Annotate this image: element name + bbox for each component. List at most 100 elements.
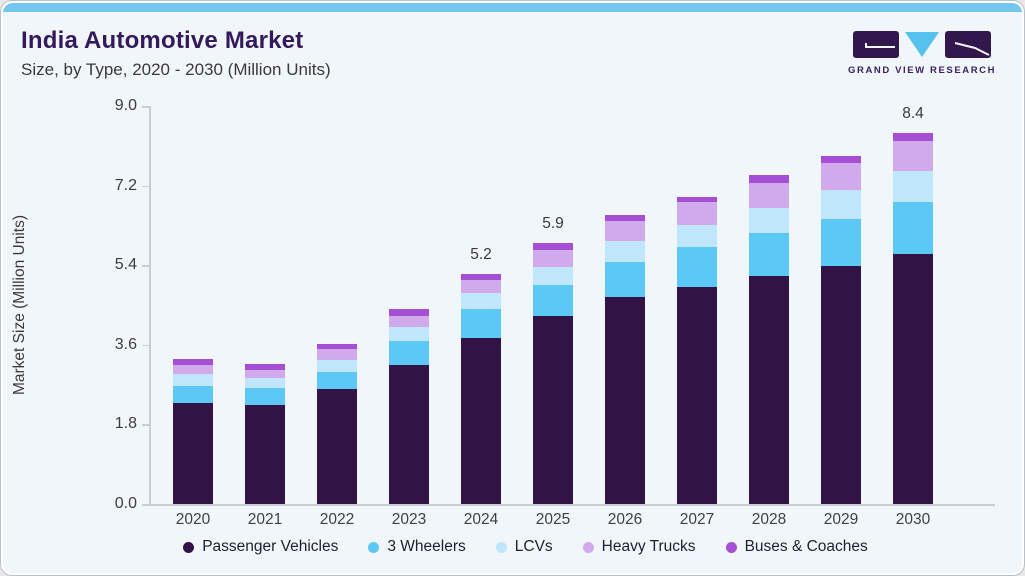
bar-segment	[389, 309, 429, 317]
bar-group-2024	[461, 274, 501, 504]
accent-topbar	[3, 3, 1022, 12]
logo-triangle-icon	[905, 32, 939, 57]
bar-segment	[893, 132, 933, 141]
bar-segment	[821, 163, 861, 191]
y-tick-mark	[142, 185, 150, 188]
x-tick-label: 2022	[319, 511, 355, 528]
x-tick-label: 2025	[535, 511, 571, 528]
legend-item: LCVs	[495, 538, 553, 556]
bar-segment	[677, 247, 717, 288]
legend-item: Buses & Coaches	[725, 538, 868, 556]
bar-segment	[893, 140, 933, 172]
y-tick-mark	[142, 106, 150, 108]
y-tick-label: 9.0	[114, 97, 137, 114]
bar-segment	[749, 275, 789, 504]
legend-swatch-icon	[368, 541, 380, 553]
bar-segment	[461, 274, 501, 281]
page-subtitle: Size, by Type, 2020 - 2030 (Million Unit…	[21, 60, 331, 79]
bar-segment	[677, 202, 717, 226]
legend-item: Passenger Vehicles	[183, 538, 338, 556]
legend-label: Buses & Coaches	[744, 538, 868, 555]
bar-segment	[749, 183, 789, 209]
bar-segment	[173, 365, 213, 375]
bar-segment	[821, 218, 861, 266]
legend-label: Passenger Vehicles	[202, 538, 339, 555]
bar-segment	[317, 349, 357, 360]
card-body: India Automotive Market Size, by Type, 2…	[3, 3, 1022, 573]
bar-segment	[245, 378, 285, 389]
bar-segment	[389, 365, 429, 504]
bar-segment	[893, 202, 933, 254]
legend-label: LCVs	[514, 538, 553, 555]
page-title: India Automotive Market	[21, 27, 304, 54]
bar-group-2025	[533, 243, 573, 504]
bar-segment	[317, 371, 357, 390]
bar-total-label: 8.4	[902, 104, 924, 122]
bar-segment	[893, 253, 933, 504]
bar-segment	[677, 225, 717, 248]
bar-segment	[461, 293, 501, 309]
x-tick-label: 2020	[175, 511, 211, 528]
stacked-bar-chart: Market Size (Million Units) 0.0 1.8 3.6 5.4…	[3, 3, 1022, 573]
bar-segment	[245, 364, 285, 370]
bar-segment	[389, 341, 429, 366]
y-tick-mark	[142, 504, 150, 506]
y-tick-label: 5.4	[114, 256, 137, 274]
legend-swatch-icon	[725, 541, 737, 553]
logo-r-block-icon	[945, 31, 991, 58]
logo-g-block-icon	[853, 31, 899, 58]
plot-area: 2020 2021 2022 2023 5.2 2024 5.9 2025 2026 2027 20…	[150, 104, 995, 528]
bar-segment	[605, 261, 645, 297]
legend-swatch-icon	[495, 541, 507, 553]
legend-item: Heavy Trucks	[582, 538, 696, 556]
bar-segment	[317, 343, 357, 350]
bar-total-label: 5.9	[542, 215, 564, 233]
bar-segment	[749, 233, 789, 276]
bar-segment	[677, 196, 717, 203]
y-tick-mark	[142, 424, 150, 426]
bar-segment	[245, 404, 285, 504]
bar-segment	[461, 338, 501, 504]
bar-segment	[605, 240, 645, 262]
bar-segment	[893, 171, 933, 203]
bar-segment	[533, 249, 573, 268]
bar-segment	[749, 208, 789, 234]
x-tick-label: 2026	[607, 511, 643, 528]
bar-segment	[821, 190, 861, 219]
x-tick-label: 2030	[895, 511, 931, 528]
y-axis-line	[149, 106, 151, 504]
bar-segment	[173, 358, 213, 366]
chart-legend: Passenger Vehicles 3 Wheelers LCVs Heavy Tr…	[43, 538, 1008, 556]
bar-segment	[317, 389, 357, 504]
bar-segment	[173, 403, 213, 504]
bar-group-2021	[245, 364, 285, 504]
y-tick-label: 0.0	[114, 495, 137, 512]
bar-segment	[605, 214, 645, 222]
bar-segment	[389, 316, 429, 327]
bar-segment	[533, 284, 573, 317]
legend-item: 3 Wheelers	[368, 538, 466, 556]
bar-group-2027	[677, 196, 717, 504]
x-tick-label: 2024	[463, 511, 499, 528]
bar-segment	[677, 287, 717, 504]
bar-segment	[749, 175, 789, 184]
bar-segment	[173, 385, 213, 404]
y-tick-label: 7.2	[114, 176, 137, 194]
bar-segment	[821, 155, 861, 164]
bar-group-2028	[749, 175, 789, 504]
legend-label: 3 Wheelers	[387, 538, 466, 555]
bar-segment	[533, 316, 573, 504]
logo-mark	[848, 31, 996, 59]
y-axis-title: Market Size (Million Units)	[11, 215, 28, 396]
x-tick-label: 2028	[751, 511, 787, 528]
bar-group-2029	[821, 155, 861, 504]
bar-group-2020	[173, 358, 213, 504]
legend-label: Heavy Trucks	[601, 538, 696, 555]
x-tick-label: 2027	[679, 511, 715, 528]
bar-group-2030	[893, 132, 933, 504]
bar-segment	[245, 388, 285, 405]
bar-segment	[317, 359, 357, 372]
bar-total-label: 5.2	[470, 246, 492, 264]
bar-segment	[245, 369, 285, 378]
